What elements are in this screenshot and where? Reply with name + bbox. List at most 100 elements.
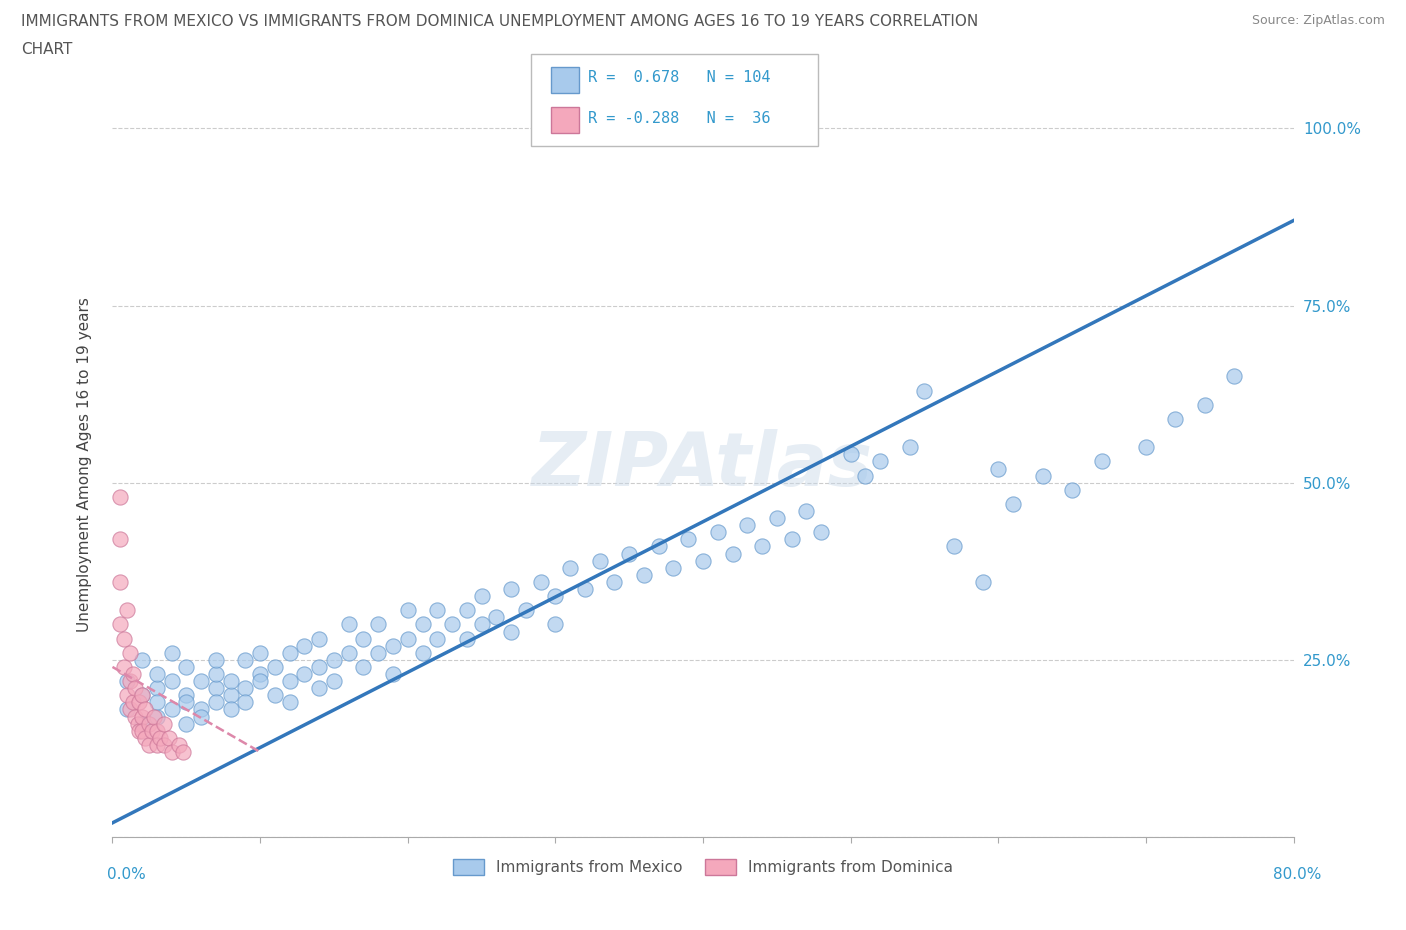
Point [278, 645, 301, 660]
Point [456, 603, 478, 618]
Point [131, 709, 153, 724]
Point [619, 546, 641, 561]
Point [153, 737, 176, 752]
Point [233, 695, 256, 710]
Point [1194, 397, 1216, 412]
Point [190, 702, 212, 717]
Point [205, 681, 228, 696]
Point [160, 745, 183, 760]
Point [1223, 369, 1246, 384]
Point [382, 667, 405, 682]
Point [219, 688, 242, 703]
Point [108, 575, 131, 590]
Point [766, 511, 789, 525]
Legend: Immigrants from Mexico, Immigrants from Dominica: Immigrants from Mexico, Immigrants from … [447, 853, 959, 882]
Point [323, 653, 346, 668]
Point [751, 539, 773, 554]
Point [337, 617, 360, 631]
Point [692, 553, 714, 568]
Text: R =  0.678   N = 104: R = 0.678 N = 104 [588, 70, 770, 85]
Point [898, 440, 921, 455]
Point [205, 653, 228, 668]
Point [367, 617, 389, 631]
Point [160, 673, 183, 688]
Point [780, 532, 803, 547]
Point [174, 688, 197, 703]
Point [131, 716, 153, 731]
Point [1164, 411, 1187, 426]
Text: 0.0%: 0.0% [107, 867, 146, 882]
Point [108, 532, 131, 547]
Point [1091, 454, 1114, 469]
Point [737, 518, 759, 533]
Point [219, 673, 242, 688]
Point [278, 673, 301, 688]
Point [146, 681, 169, 696]
Point [134, 702, 156, 717]
Point [249, 673, 271, 688]
Text: IMMIGRANTS FROM MEXICO VS IMMIGRANTS FROM DOMINICA UNEMPLOYMENT AMONG AGES 16 TO: IMMIGRANTS FROM MEXICO VS IMMIGRANTS FRO… [21, 14, 979, 29]
Point [973, 575, 995, 590]
Point [146, 695, 169, 710]
Point [1001, 497, 1024, 512]
Point [160, 645, 183, 660]
Point [308, 681, 330, 696]
Point [233, 681, 256, 696]
Point [558, 560, 582, 575]
Point [131, 724, 153, 738]
Point [352, 659, 374, 674]
Point [515, 603, 537, 618]
Point [470, 617, 494, 631]
Point [411, 617, 433, 631]
Point [501, 624, 523, 639]
Point [205, 667, 228, 682]
Point [544, 617, 567, 631]
Point [190, 673, 212, 688]
Point [544, 589, 567, 604]
Point [117, 702, 138, 717]
Point [167, 737, 190, 752]
Point [120, 702, 142, 717]
Text: 80.0%: 80.0% [1274, 867, 1322, 882]
Point [117, 673, 138, 688]
Point [485, 610, 508, 625]
Point [1135, 440, 1157, 455]
Point [249, 667, 271, 682]
Point [1062, 483, 1084, 498]
Point [308, 631, 330, 646]
Point [174, 659, 197, 674]
Point [678, 532, 700, 547]
Point [574, 581, 596, 596]
Point [382, 638, 405, 653]
Point [987, 461, 1010, 476]
Point [172, 745, 194, 760]
Point [120, 645, 142, 660]
Text: ZIPAtlas: ZIPAtlas [533, 429, 873, 501]
Point [647, 539, 671, 554]
Point [337, 645, 360, 660]
Point [352, 631, 374, 646]
Point [796, 504, 818, 519]
Text: Source: ZipAtlas.com: Source: ZipAtlas.com [1251, 14, 1385, 27]
Point [942, 539, 965, 554]
Point [174, 716, 197, 731]
Point [501, 581, 523, 596]
Point [205, 695, 228, 710]
Text: CHART: CHART [21, 42, 73, 57]
Point [470, 589, 494, 604]
Point [146, 737, 169, 752]
Point [706, 525, 728, 539]
Point [146, 709, 169, 724]
Point [149, 730, 172, 745]
Point [914, 383, 936, 398]
Point [141, 724, 163, 738]
Text: R = -0.288   N =  36: R = -0.288 N = 36 [588, 111, 770, 126]
Point [128, 695, 150, 710]
Point [122, 695, 145, 710]
Point [1032, 468, 1054, 483]
Point [839, 447, 862, 462]
Point [174, 695, 197, 710]
Point [117, 603, 138, 618]
Point [603, 575, 626, 590]
Point [529, 575, 551, 590]
